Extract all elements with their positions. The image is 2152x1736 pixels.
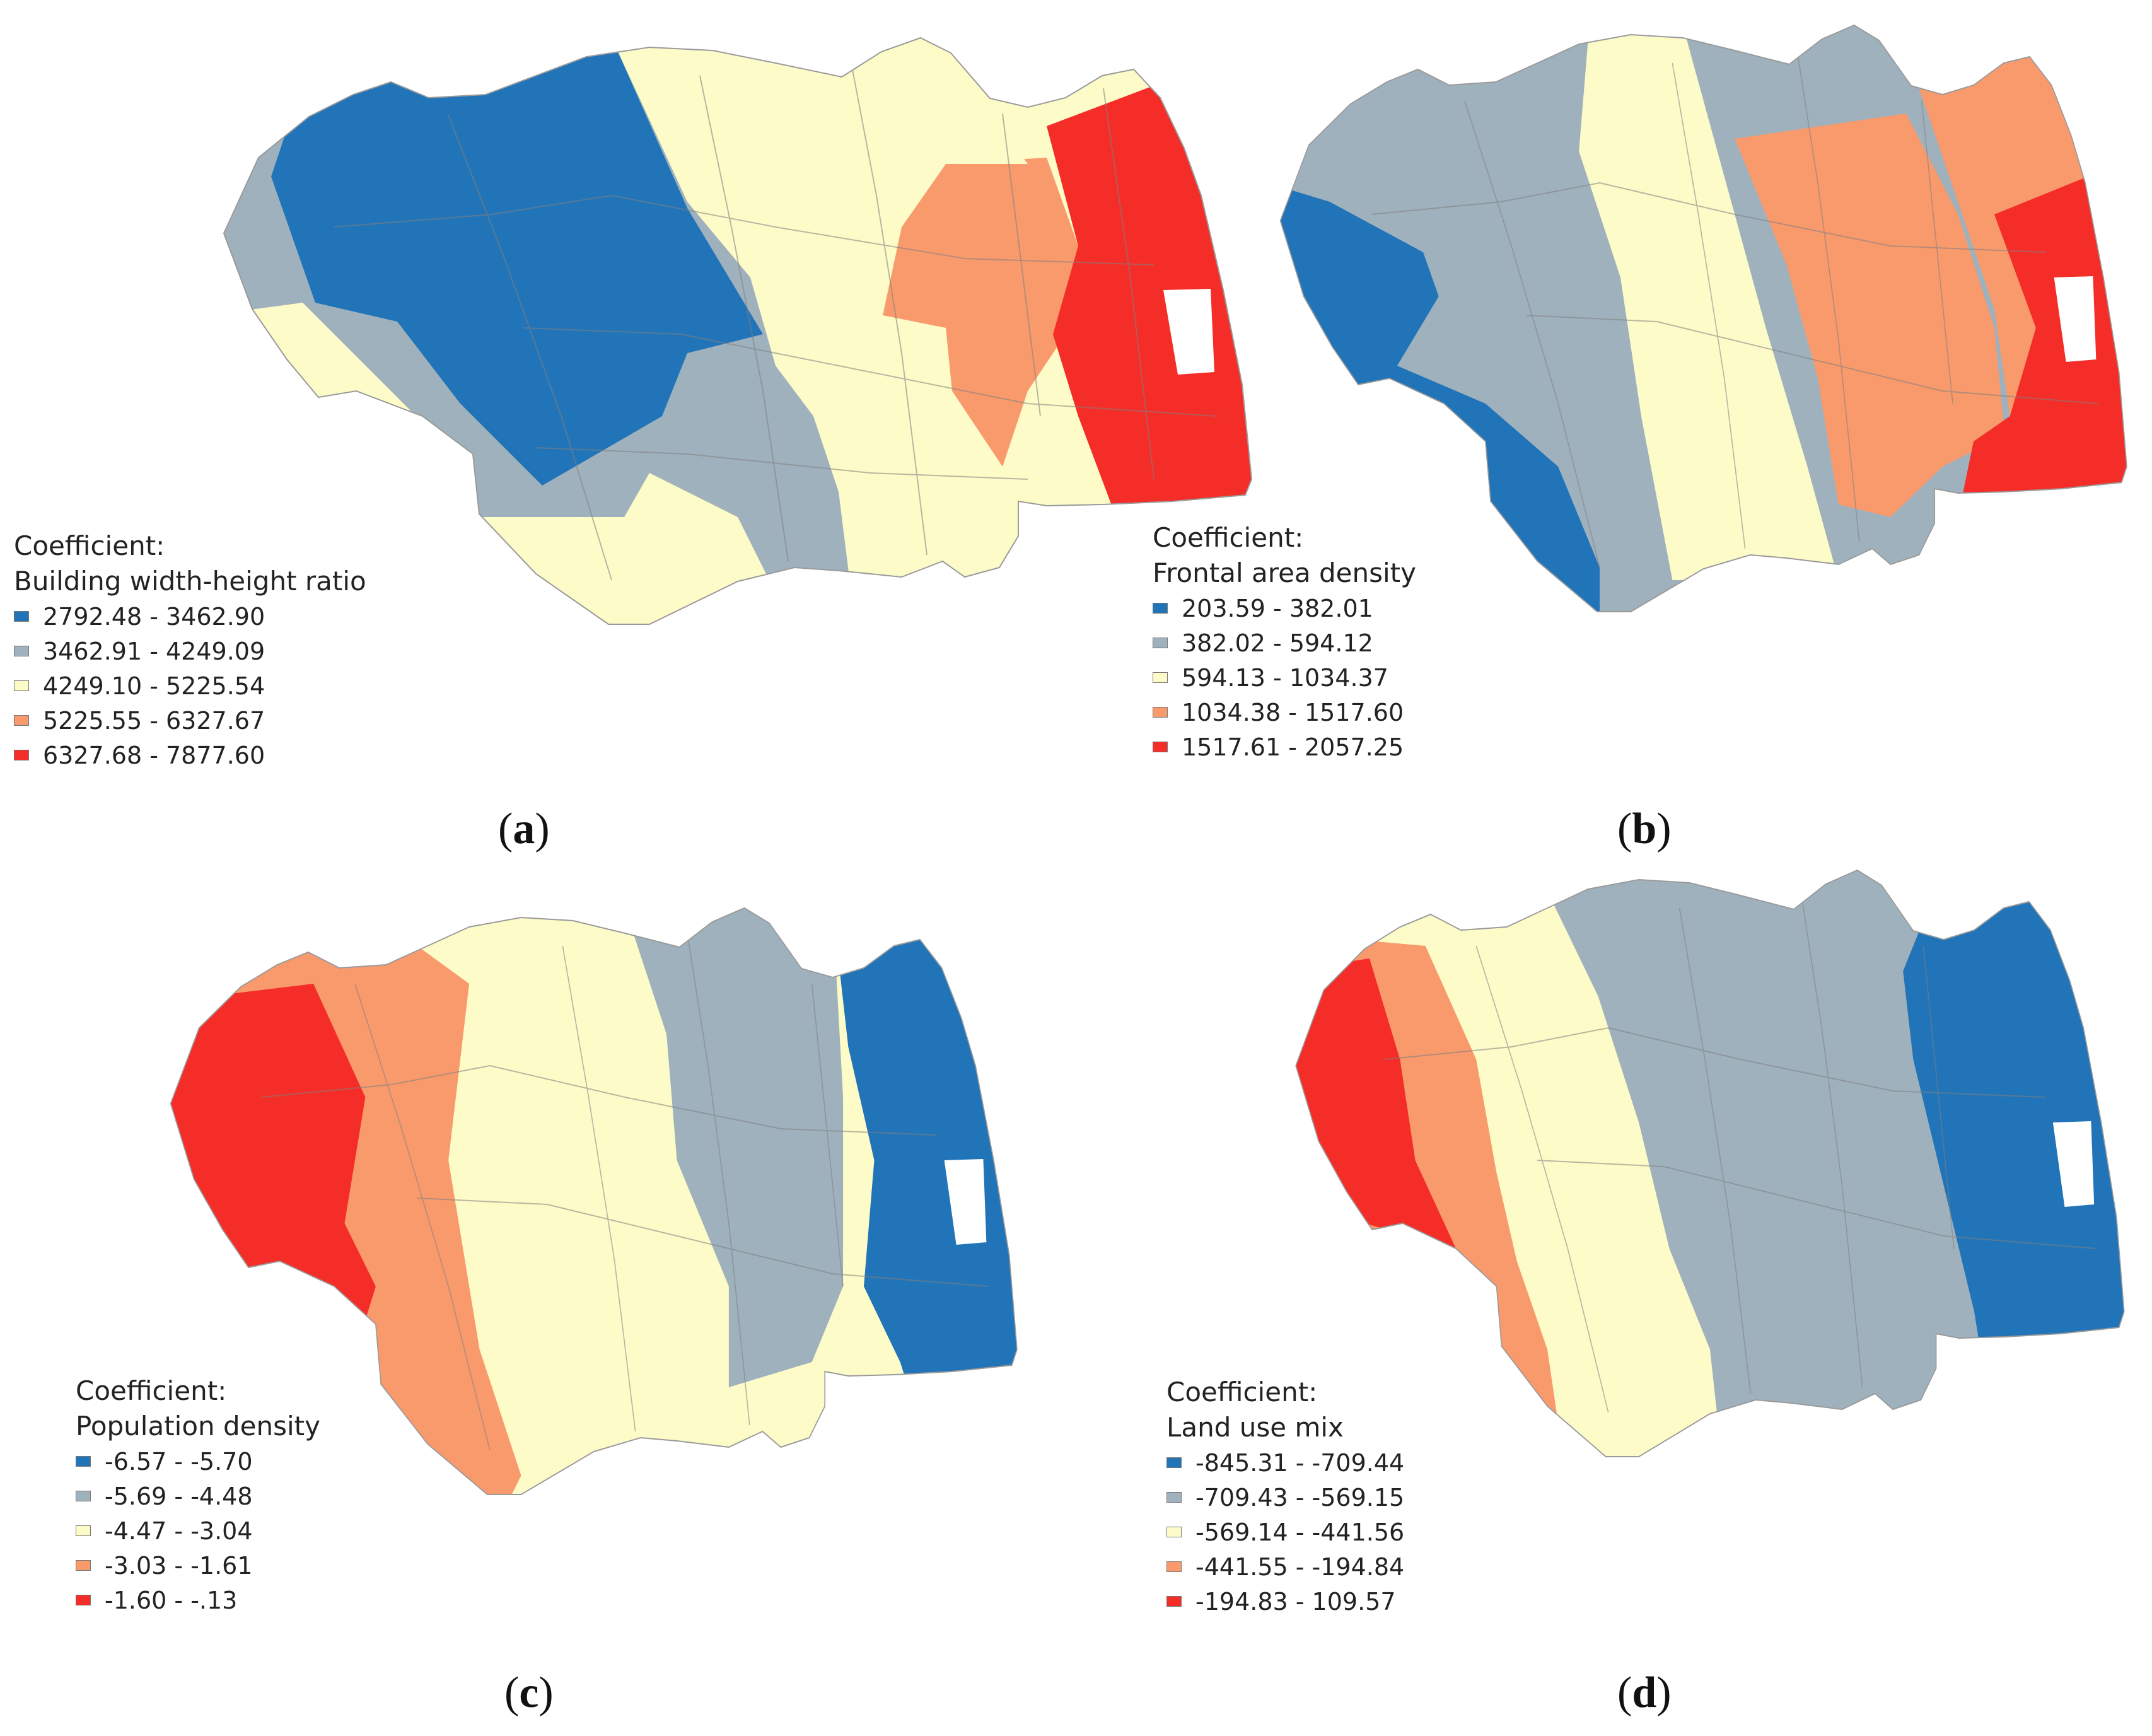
- legend-swatch: [14, 646, 29, 656]
- legend-item: 4249.10 - 5225.54: [14, 668, 366, 703]
- legend-title: Coefficient:: [1166, 1377, 1318, 1407]
- legend-item: -441.55 - -194.84: [1166, 1549, 1404, 1584]
- legend-swatch: [14, 680, 29, 691]
- legend-title: Coefficient:: [76, 1375, 227, 1406]
- map-panel-c: [158, 907, 1040, 1690]
- legend-swatch: [1153, 638, 1168, 648]
- caption-c: (c): [504, 1669, 554, 1717]
- legend-item: 1034.38 - 1517.60: [1153, 695, 1416, 730]
- legend-item: -3.03 - -1.61: [76, 1548, 320, 1583]
- legend-swatch: [1153, 707, 1168, 718]
- zone-b-class4: [1735, 114, 2005, 517]
- legend-item: -194.83 - 109.57: [1166, 1584, 1404, 1619]
- legend-variable: Land use mix: [1166, 1412, 1344, 1443]
- legend-item: -4.47 - -3.04: [76, 1513, 320, 1548]
- legend-swatch: [1166, 1561, 1182, 1572]
- legend-b: Coefficient: Frontal area density 203.59…: [1153, 520, 1416, 764]
- map-panel-b: [1267, 25, 2150, 807]
- legend-swatch: [76, 1456, 91, 1467]
- choropleth-map-a: [223, 37, 1252, 625]
- legend-swatch: [76, 1560, 91, 1571]
- zone-a-class4-east: [883, 158, 1078, 467]
- legend-a: Coefficient: Building width-height ratio…: [14, 528, 366, 772]
- legend-swatch: [1153, 672, 1168, 683]
- legend-c: Coefficient: Population density -6.57 - …: [76, 1373, 320, 1617]
- legend-item: 2792.48 - 3462.90: [14, 599, 366, 634]
- legend-item: -845.31 - -709.44: [1166, 1445, 1404, 1480]
- legend-item: 3462.91 - 4249.09: [14, 634, 366, 668]
- legend-swatch: [1153, 742, 1168, 752]
- zone-a-class1-west: [271, 38, 763, 486]
- legend-swatch: [14, 750, 29, 760]
- legend-item: -709.43 - -569.15: [1166, 1480, 1404, 1515]
- legend-item: -6.57 - -5.70: [76, 1444, 320, 1479]
- legend-swatch: [76, 1595, 91, 1605]
- legend-swatch: [1166, 1492, 1182, 1503]
- legend-item: 1517.61 - 2057.25: [1153, 730, 1416, 764]
- zone-d-class1-east: [1903, 870, 2124, 1438]
- legend-item: -1.60 - -.13: [76, 1583, 320, 1617]
- legend-swatch: [76, 1491, 91, 1501]
- legend-swatch: [1166, 1596, 1182, 1607]
- legend-item: 382.02 - 594.12: [1153, 626, 1416, 660]
- legend-variable: Frontal area density: [1153, 557, 1416, 588]
- legend-title: Coefficient:: [14, 530, 165, 561]
- map-panel-d: [1283, 870, 2147, 1652]
- legend-d: Coefficient: Land use mix -845.31 - -709…: [1166, 1375, 1404, 1619]
- map-panel-a: [208, 37, 1280, 820]
- zone-b-class3: [1579, 25, 1839, 580]
- legend-variable: Building width-height ratio: [14, 566, 366, 597]
- legend-swatch: [76, 1525, 91, 1536]
- legend-variable: Population density: [76, 1411, 321, 1442]
- caption-d: (d): [1617, 1669, 1672, 1717]
- legend-swatch: [1166, 1527, 1182, 1537]
- choropleth-map-b: [1279, 25, 2127, 612]
- legend-item: -5.69 - -4.48: [76, 1479, 320, 1513]
- caption-b: (b): [1617, 805, 1672, 853]
- legend-swatch: [14, 715, 29, 726]
- zone-c-class2: [625, 908, 844, 1387]
- caption-a: (a): [498, 805, 550, 853]
- legend-item: 6327.68 - 7877.60: [14, 738, 366, 772]
- legend-title: Coefficient:: [1153, 522, 1304, 553]
- legend-item: 203.59 - 382.01: [1153, 591, 1416, 626]
- choropleth-map-d: [1295, 870, 2125, 1457]
- zone-a-class3-north: [826, 38, 1028, 227]
- legend-item: 594.13 - 1034.37: [1153, 660, 1416, 695]
- choropleth-map-c: [170, 907, 1018, 1495]
- legend-swatch: [1166, 1457, 1182, 1468]
- legend-item: 5225.55 - 6327.67: [14, 703, 366, 738]
- legend-swatch: [14, 611, 29, 622]
- legend-item: -569.14 - -441.56: [1166, 1515, 1404, 1549]
- legend-swatch: [1153, 603, 1168, 614]
